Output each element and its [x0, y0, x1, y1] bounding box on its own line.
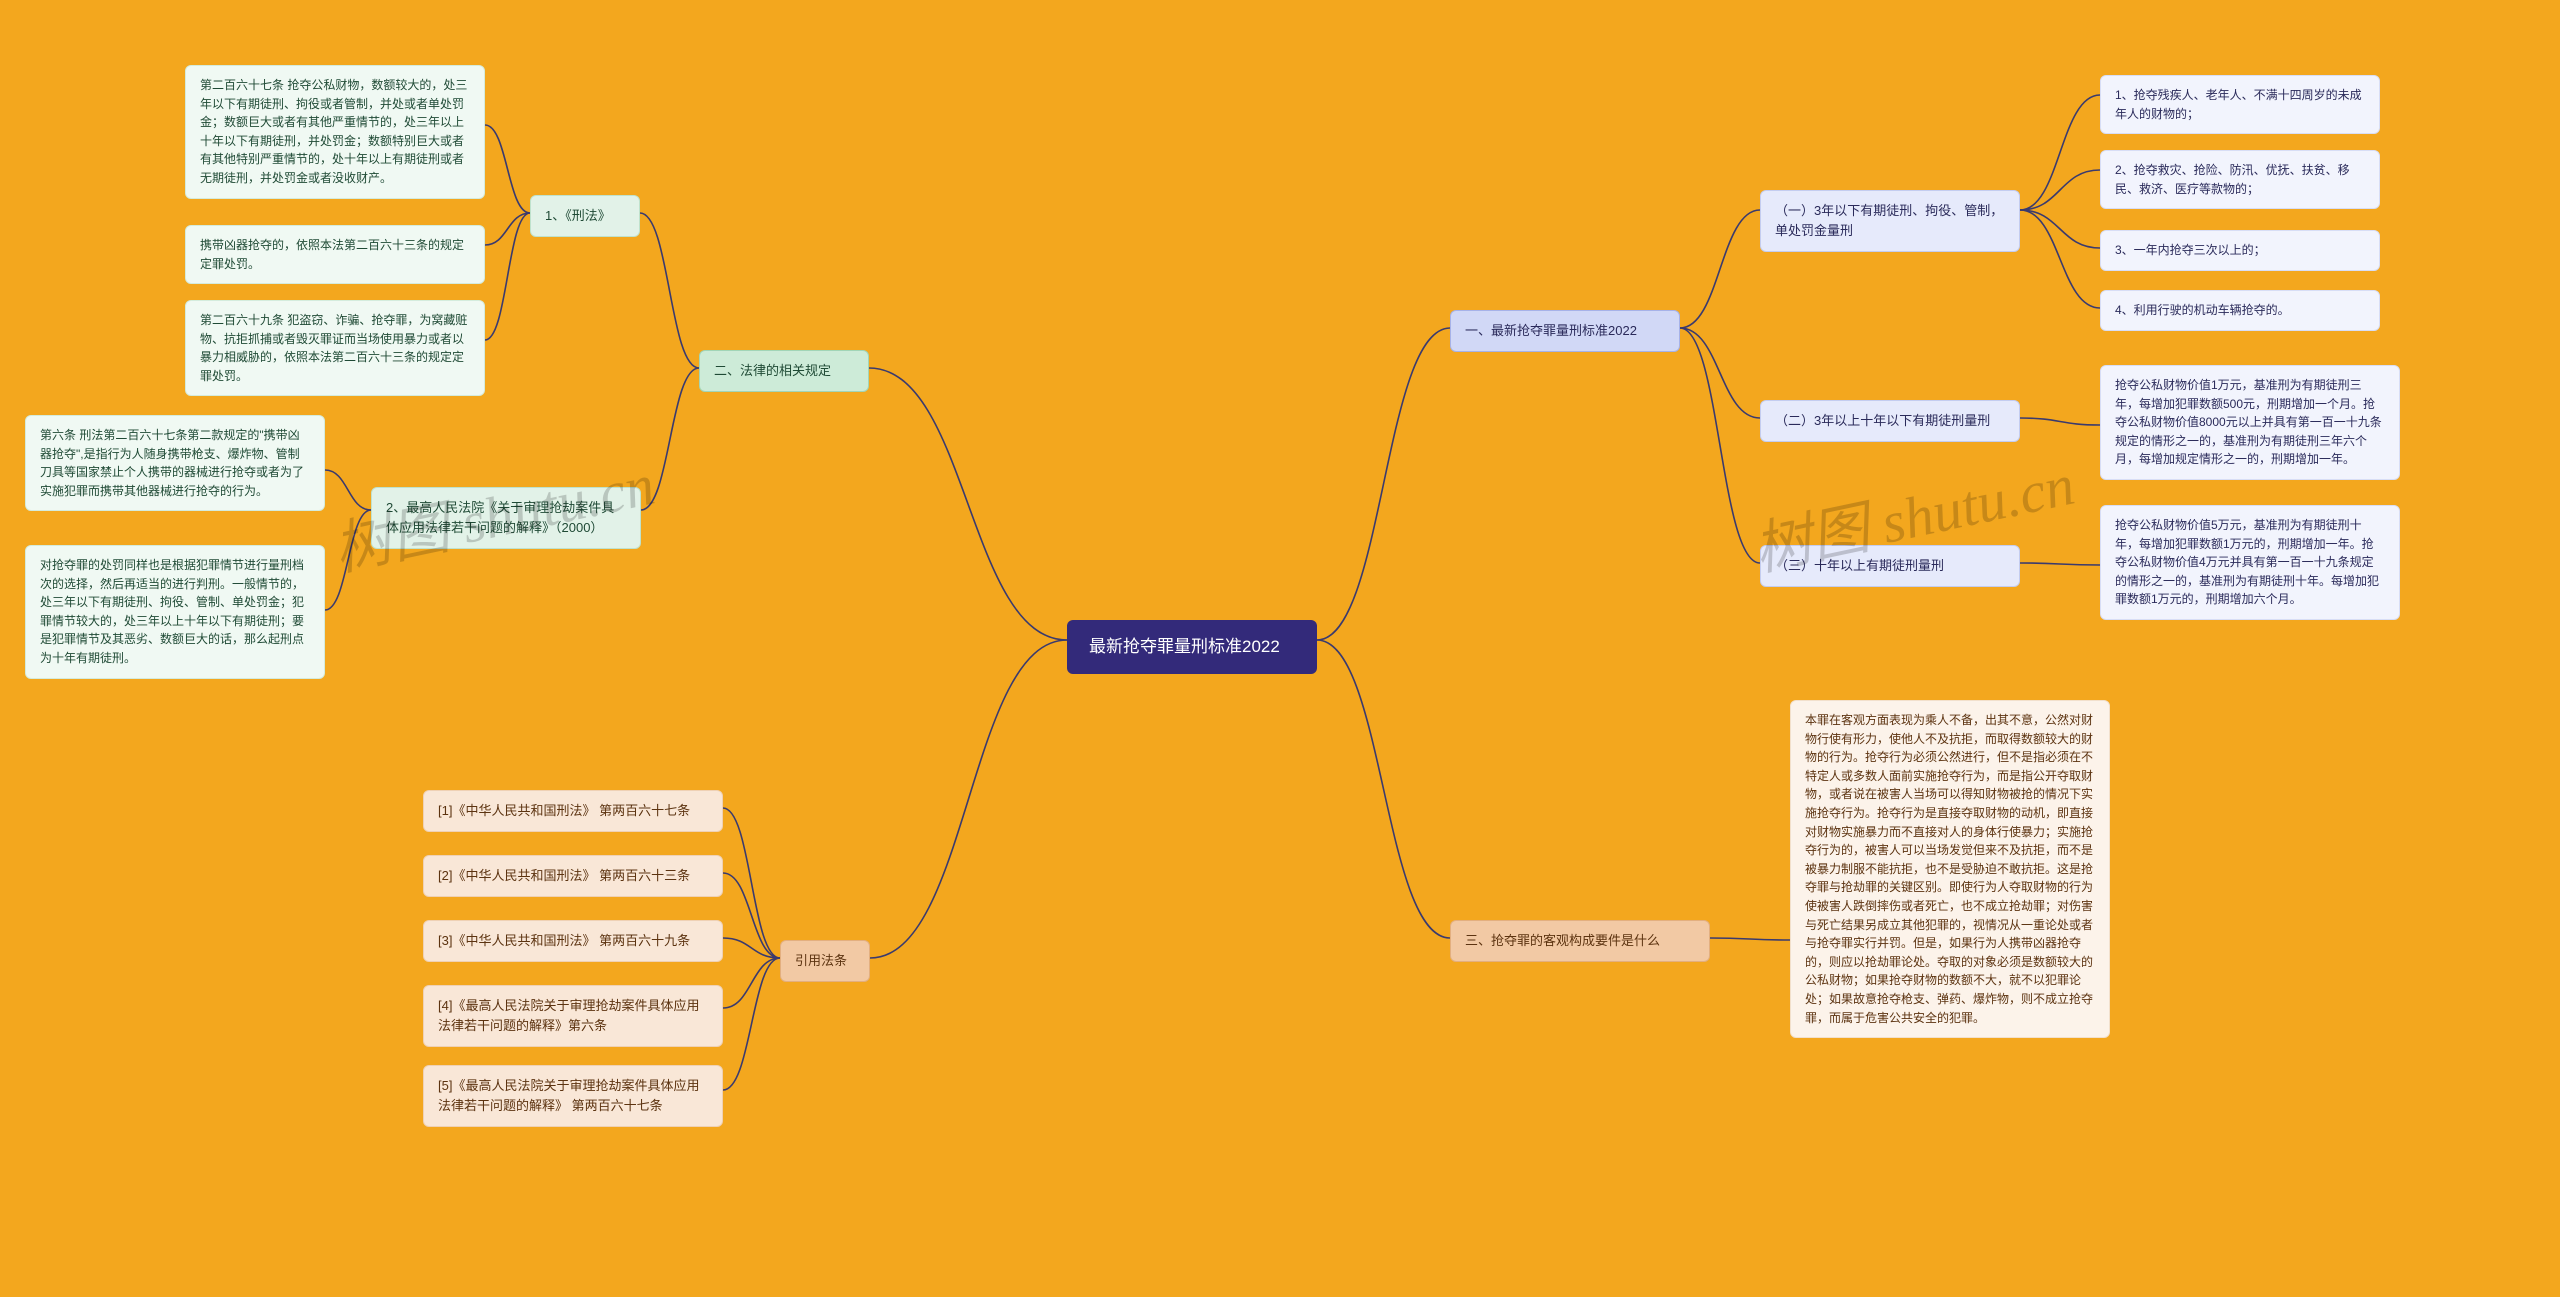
connector: [869, 368, 1067, 640]
connector: [485, 213, 530, 245]
connector: [2020, 170, 2100, 210]
node-label: 2、抢夺救灾、抢险、防汛、优抚、扶贫、移民、救济、医疗等款物的；: [2115, 163, 2350, 196]
node-label: 抢夺公私财物价值5万元，基准刑为有期徒刑十年，每增加犯罪数额1万元的，刑期增加一…: [2115, 518, 2379, 606]
root-node: 最新抢夺罪量刑标准2022: [1067, 620, 1317, 674]
mindmap-node: 第六条 刑法第二百六十七条第二款规定的"携带凶器抢夺",是指行为人随身携带枪支、…: [25, 415, 325, 511]
node-label: 第二百六十七条 抢夺公私财物，数额较大的，处三年以下有期徒刑、拘役或者管制，并处…: [200, 78, 467, 185]
node-label: 抢夺公私财物价值1万元，基准刑为有期徒刑三年，每增加犯罪数额500元，刑期增加一…: [2115, 378, 2382, 466]
connector: [1680, 210, 1760, 328]
node-label: 携带凶器抢夺的，依照本法第二百六十三条的规定定罪处罚。: [200, 238, 464, 271]
node-label: 二、法律的相关规定: [714, 363, 831, 378]
node-label: [5]《最高人民法院关于审理抢劫案件具体应用法律若干问题的解释》 第两百六十七条: [438, 1078, 699, 1113]
connector: [2020, 210, 2100, 248]
mindmap-node: 对抢夺罪的处罚同样也是根据犯罪情节进行量刑档次的选择，然后再适当的进行判刑。一般…: [25, 545, 325, 679]
node-label: （二）3年以上十年以下有期徒刑量刑: [1775, 413, 1990, 428]
node-label: 2、最高人民法院《关于审理抢劫案件具体应用法律若干问题的解释》（2000）: [386, 500, 614, 535]
connector: [723, 808, 780, 958]
connector: [485, 213, 530, 340]
connector: [1710, 938, 1790, 940]
mindmap-node: 2、最高人民法院《关于审理抢劫案件具体应用法律若干问题的解释》（2000）: [371, 487, 641, 549]
mindmap-node: 抢夺公私财物价值1万元，基准刑为有期徒刑三年，每增加犯罪数额500元，刑期增加一…: [2100, 365, 2400, 480]
node-label: 本罪在客观方面表现为乘人不备，出其不意，公然对财物行使有形力，使他人不及抗拒，而…: [1805, 713, 2093, 1025]
connector: [2020, 418, 2100, 425]
connector: [723, 938, 780, 958]
node-label: 第二百六十九条 犯盗窃、诈骗、抢夺罪，为窝藏赃物、抗拒抓捕或者毁灭罪证而当场使用…: [200, 313, 467, 383]
mindmap-node: 一、最新抢夺罪量刑标准2022: [1450, 310, 1680, 352]
mindmap-node: 第二百六十七条 抢夺公私财物，数额较大的，处三年以下有期徒刑、拘役或者管制，并处…: [185, 65, 485, 199]
root-label: 最新抢夺罪量刑标准2022: [1089, 637, 1280, 656]
connector: [485, 125, 530, 213]
node-label: （一）3年以下有期徒刑、拘役、管制，单处罚金量刑: [1775, 203, 2003, 238]
mindmap-node: 携带凶器抢夺的，依照本法第二百六十三条的规定定罪处罚。: [185, 225, 485, 284]
connector: [325, 510, 371, 610]
connector: [723, 873, 780, 958]
connector: [870, 640, 1067, 958]
mindmap-node: 3、一年内抢夺三次以上的；: [2100, 230, 2380, 271]
connector: [640, 213, 699, 368]
connector: [1680, 328, 1760, 563]
mindmap-node: （二）3年以上十年以下有期徒刑量刑: [1760, 400, 2020, 442]
node-label: 对抢夺罪的处罚同样也是根据犯罪情节进行量刑档次的选择，然后再适当的进行判刑。一般…: [40, 558, 304, 665]
connector: [325, 470, 371, 510]
node-label: 引用法条: [795, 953, 847, 968]
mindmap-node: 1、抢夺残疾人、老年人、不满十四周岁的未成年人的财物的；: [2100, 75, 2380, 134]
mindmap-node: 抢夺公私财物价值5万元，基准刑为有期徒刑十年，每增加犯罪数额1万元的，刑期增加一…: [2100, 505, 2400, 620]
mindmap-node: [3]《中华人民共和国刑法》 第两百六十九条: [423, 920, 723, 962]
node-label: [2]《中华人民共和国刑法》 第两百六十三条: [438, 868, 690, 883]
connector: [1317, 328, 1450, 640]
mindmap-node: 二、法律的相关规定: [699, 350, 869, 392]
mindmap-node: 1、《刑法》: [530, 195, 640, 237]
mindmap-node: 4、利用行驶的机动车辆抢夺的。: [2100, 290, 2380, 331]
mindmap-node: （三）十年以上有期徒刑量刑: [1760, 545, 2020, 587]
node-label: 1、抢夺残疾人、老年人、不满十四周岁的未成年人的财物的；: [2115, 88, 2362, 121]
mindmap-node: 第二百六十九条 犯盗窃、诈骗、抢夺罪，为窝藏赃物、抗拒抓捕或者毁灭罪证而当场使用…: [185, 300, 485, 396]
connector: [2020, 563, 2100, 565]
mindmap-node: 三、抢夺罪的客观构成要件是什么: [1450, 920, 1710, 962]
connector: [1317, 640, 1450, 938]
mindmap-node: [2]《中华人民共和国刑法》 第两百六十三条: [423, 855, 723, 897]
mindmap-node: （一）3年以下有期徒刑、拘役、管制，单处罚金量刑: [1760, 190, 2020, 252]
node-label: 1、《刑法》: [545, 208, 611, 223]
node-label: 第六条 刑法第二百六十七条第二款规定的"携带凶器抢夺",是指行为人随身携带枪支、…: [40, 428, 304, 498]
connector: [641, 368, 699, 510]
node-label: [4]《最高人民法院关于审理抢劫案件具体应用法律若干问题的解释》第六条: [438, 998, 699, 1033]
node-label: 三、抢夺罪的客观构成要件是什么: [1465, 933, 1660, 948]
connector: [723, 958, 780, 1090]
mindmap-node: [4]《最高人民法院关于审理抢劫案件具体应用法律若干问题的解释》第六条: [423, 985, 723, 1047]
connector: [1680, 328, 1760, 418]
mindmap-node: [1]《中华人民共和国刑法》 第两百六十七条: [423, 790, 723, 832]
mindmap-node: 引用法条: [780, 940, 870, 982]
node-label: 4、利用行驶的机动车辆抢夺的。: [2115, 303, 2290, 317]
mindmap-node: [5]《最高人民法院关于审理抢劫案件具体应用法律若干问题的解释》 第两百六十七条: [423, 1065, 723, 1127]
connector: [2020, 210, 2100, 308]
node-label: （三）十年以上有期徒刑量刑: [1775, 558, 1944, 573]
connector: [723, 958, 780, 1008]
mindmap-node: 本罪在客观方面表现为乘人不备，出其不意，公然对财物行使有形力，使他人不及抗拒，而…: [1790, 700, 2110, 1038]
connector: [2020, 95, 2100, 210]
node-label: [3]《中华人民共和国刑法》 第两百六十九条: [438, 933, 690, 948]
node-label: 3、一年内抢夺三次以上的；: [2115, 243, 2266, 257]
node-label: [1]《中华人民共和国刑法》 第两百六十七条: [438, 803, 690, 818]
node-label: 一、最新抢夺罪量刑标准2022: [1465, 323, 1637, 338]
mindmap-node: 2、抢夺救灾、抢险、防汛、优抚、扶贫、移民、救济、医疗等款物的；: [2100, 150, 2380, 209]
